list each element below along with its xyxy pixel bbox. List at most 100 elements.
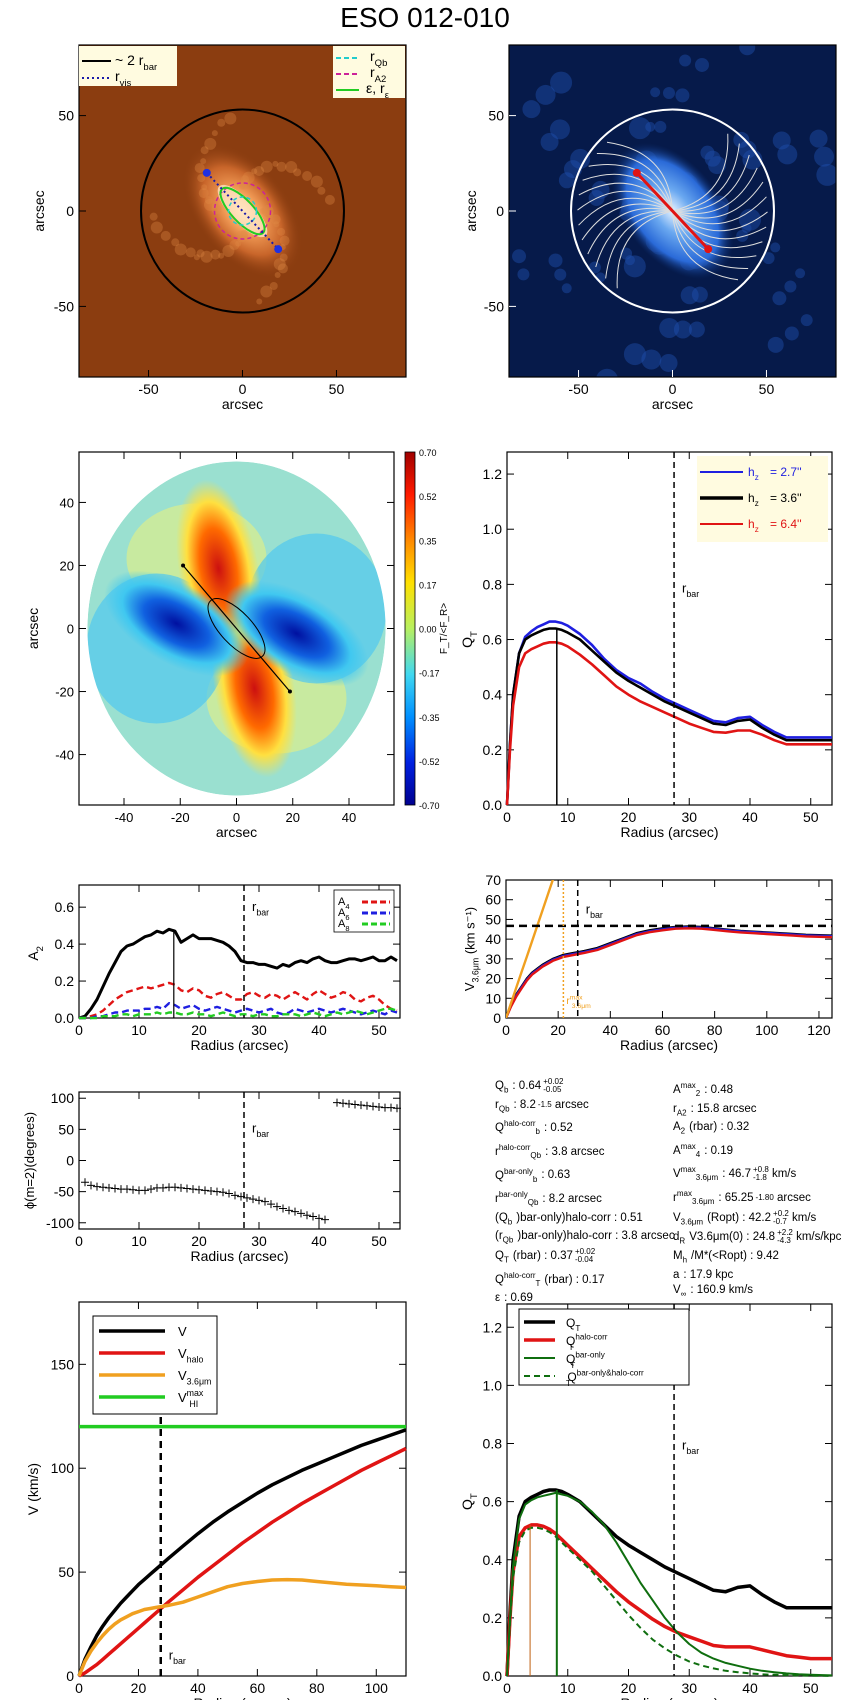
image-speckle bbox=[274, 272, 281, 279]
parameter-row: Qbar-onlyb: 0.63 bbox=[495, 1166, 571, 1184]
x-axis-label: arcsec bbox=[222, 396, 263, 412]
parameter-row: dR V3.6μm(0) : 24.8 +2.2 -4.3 km/s/kpc bbox=[673, 1228, 842, 1246]
x-tick-label: 0 bbox=[233, 810, 240, 825]
parameter-row: QT (rbar) : 0.37 +0.02 -0.04 bbox=[495, 1246, 596, 1265]
legend-label: V bbox=[178, 1324, 187, 1339]
image-speckle bbox=[200, 146, 209, 155]
phase-point bbox=[93, 1182, 101, 1191]
rbar-label: rbar bbox=[586, 902, 603, 921]
colorbar-tick-label: -0.52 bbox=[419, 757, 440, 767]
velocity-curve bbox=[78, 1446, 407, 1678]
y-axis-label: V (km/s) bbox=[25, 1463, 41, 1515]
phase-point bbox=[351, 1100, 359, 1109]
qt-line bbox=[505, 627, 832, 806]
image-speckle bbox=[795, 268, 806, 279]
legend-label-ra2: rA2 bbox=[370, 64, 386, 85]
phase-point bbox=[261, 1197, 269, 1206]
y-tick-label: 150 bbox=[51, 1356, 75, 1372]
phase-point bbox=[183, 1184, 191, 1193]
legend-label: A6 bbox=[338, 907, 350, 922]
image-speckle bbox=[738, 140, 757, 159]
parameter-row: V∞: 160.9 km/s bbox=[673, 1284, 754, 1299]
image-speckle bbox=[561, 283, 572, 294]
image-speckle bbox=[254, 165, 265, 176]
panel-p5: 0 10 20 30 40 50 0.0 0.2 0.4 0.6 Radius (arcsec) rb… bbox=[25, 884, 401, 1053]
contour-line bbox=[577, 190, 673, 212]
plot-frame bbox=[78, 1091, 401, 1230]
phase-point bbox=[189, 1185, 197, 1194]
image-speckle bbox=[256, 298, 263, 305]
image-speckle bbox=[302, 170, 313, 181]
image-speckle bbox=[260, 160, 273, 173]
image-speckle bbox=[570, 148, 591, 169]
y-tick-label: 100 bbox=[51, 1460, 75, 1476]
y-tick-label: 0.2 bbox=[483, 1610, 503, 1626]
parameter-row: rA2: 15.8 arcsec bbox=[673, 1102, 757, 1117]
image-speckle bbox=[549, 119, 570, 140]
image-speckle bbox=[217, 118, 226, 127]
x-tick-label: 20 bbox=[621, 809, 637, 825]
y-tick-label: -100 bbox=[46, 1215, 74, 1231]
image-speckle bbox=[550, 71, 573, 94]
image-speckle bbox=[277, 227, 286, 236]
y-tick-label: 40 bbox=[485, 931, 501, 947]
phase-point bbox=[177, 1183, 185, 1192]
image-speckle bbox=[239, 179, 250, 190]
phase-point bbox=[201, 1186, 209, 1195]
legend-label: QT bbox=[566, 1316, 580, 1333]
radius-circle-ra2 bbox=[213, 182, 272, 240]
image-speckle bbox=[733, 131, 750, 148]
contour-line bbox=[672, 210, 749, 269]
x-tick-label: 40 bbox=[603, 1022, 619, 1038]
plot-frame bbox=[78, 1301, 407, 1677]
phase-point bbox=[159, 1183, 167, 1192]
phase-point bbox=[219, 1188, 227, 1197]
image-speckle bbox=[558, 172, 575, 189]
image-speckle bbox=[700, 145, 715, 160]
y-tick-label: 0 bbox=[66, 1668, 74, 1684]
y-tick-label: 0 bbox=[493, 1010, 501, 1026]
legend-label: A8 bbox=[338, 918, 350, 933]
image-speckle bbox=[512, 249, 527, 264]
panel-p4: 0 10 20 30 40 50 0.0 0.2 0.4 0.6 0.8 1.0 1.2 Radius (… bbox=[459, 451, 833, 840]
contour-line bbox=[616, 210, 673, 289]
parameter-row: Amax4: 0.19 bbox=[673, 1141, 734, 1160]
x-tick-label: -40 bbox=[115, 810, 134, 825]
legend-label: Vhalo bbox=[178, 1346, 203, 1365]
image-speckle bbox=[673, 320, 692, 339]
x-tick-label: 30 bbox=[251, 1233, 267, 1249]
bar-line bbox=[635, 171, 710, 251]
x-tick-label: 0 bbox=[669, 381, 677, 397]
negative-lobe bbox=[224, 580, 369, 687]
qt-line bbox=[505, 1523, 832, 1677]
y-tick-label: 0.8 bbox=[483, 1436, 503, 1452]
legend-label: hz bbox=[748, 491, 759, 508]
y-axis-label: arcsec bbox=[31, 190, 47, 231]
image-speckle bbox=[623, 255, 646, 278]
y-tick-label: 0 bbox=[66, 1153, 74, 1169]
y-axis-label: arcsec bbox=[25, 608, 41, 649]
x-tick-label: 40 bbox=[742, 1680, 758, 1696]
phase-point bbox=[81, 1178, 89, 1187]
colorbar-tick-label: 0.17 bbox=[419, 580, 437, 590]
colorbar-tick-label: 0.00 bbox=[419, 625, 437, 635]
phase-point bbox=[273, 1202, 281, 1211]
image-speckle bbox=[694, 57, 709, 72]
parameter-row: rmax3.6μm: 65.25 -1.80 arcsec bbox=[673, 1189, 811, 1207]
parameter-row: Amax2: 0.48 bbox=[673, 1081, 734, 1099]
image-speckle bbox=[160, 230, 171, 241]
phase-point bbox=[141, 1186, 149, 1195]
image-speckle bbox=[535, 84, 556, 105]
legend-label: hz bbox=[748, 517, 759, 534]
image-speckle bbox=[721, 31, 735, 45]
y-tick-label: 0.8 bbox=[483, 576, 503, 592]
image-speckle bbox=[623, 343, 646, 366]
image-speckle bbox=[767, 336, 784, 353]
contour-line bbox=[672, 143, 740, 212]
contour-line bbox=[595, 210, 673, 268]
image-speckle bbox=[628, 117, 651, 140]
y-tick-label: 0 bbox=[66, 203, 74, 219]
phase-point bbox=[99, 1183, 107, 1192]
y-tick-label: 40 bbox=[60, 495, 74, 510]
